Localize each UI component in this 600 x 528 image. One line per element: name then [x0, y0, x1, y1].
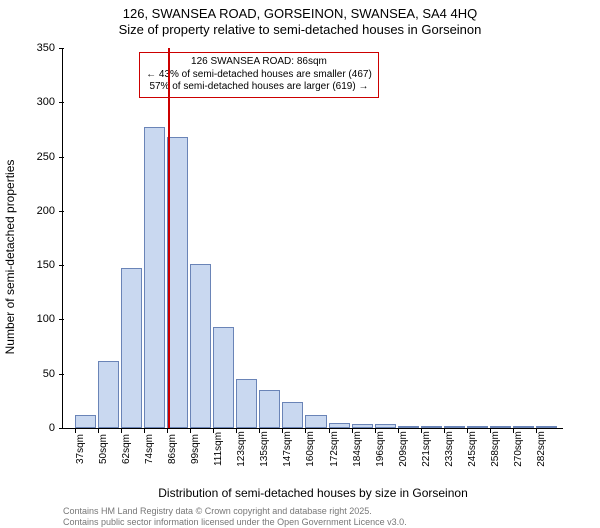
- histogram-bar: [536, 426, 557, 428]
- x-tick: 86sqm: [167, 434, 178, 464]
- histogram-bar: [305, 415, 326, 428]
- y-tick: 200: [17, 205, 55, 217]
- callout-line-2: ← 43% of semi-detached houses are smalle…: [146, 69, 372, 82]
- callout-box: 126 SWANSEA ROAD: 86sqm ← 43% of semi-de…: [139, 52, 379, 98]
- y-tick: 50: [17, 368, 55, 380]
- histogram-bar: [375, 424, 396, 428]
- x-tick: 50sqm: [98, 434, 109, 464]
- callout-line-3: 57% of semi-detached houses are larger (…: [146, 81, 372, 94]
- y-tick: 150: [17, 259, 55, 271]
- histogram-bar: [121, 268, 142, 428]
- chart-container: 126, SWANSEA ROAD, GORSEINON, SWANSEA, S…: [0, 0, 600, 500]
- x-tick: 135sqm: [259, 431, 270, 467]
- x-tick: 172sqm: [329, 431, 340, 467]
- y-axis-label: Number of semi-detached properties: [3, 160, 17, 355]
- histogram-bar: [236, 379, 257, 428]
- histogram-bar: [259, 390, 280, 428]
- title-address: 126, SWANSEA ROAD, GORSEINON, SWANSEA, S…: [0, 6, 600, 22]
- histogram-bar: [329, 423, 350, 428]
- y-tick: 100: [17, 313, 55, 325]
- x-tick: 37sqm: [75, 434, 86, 464]
- chart-title: 126, SWANSEA ROAD, GORSEINON, SWANSEA, S…: [0, 0, 600, 39]
- y-tick: 300: [17, 96, 55, 108]
- histogram-bar: [490, 426, 511, 428]
- x-tick: 245sqm: [467, 431, 478, 467]
- histogram-bar: [167, 137, 188, 428]
- x-tick: 160sqm: [305, 431, 316, 467]
- y-tick: 250: [17, 151, 55, 163]
- x-tick: 99sqm: [190, 434, 201, 464]
- title-subtitle: Size of property relative to semi-detach…: [0, 22, 600, 38]
- histogram-bar: [421, 426, 442, 428]
- x-tick: 282sqm: [536, 431, 547, 467]
- x-tick: 258sqm: [490, 431, 501, 467]
- x-tick: 221sqm: [421, 431, 432, 467]
- x-tick: 209sqm: [398, 431, 409, 467]
- histogram-bar: [144, 127, 165, 428]
- histogram-bar: [75, 415, 96, 428]
- histogram-bar: [467, 426, 488, 428]
- histogram-bar: [213, 327, 234, 428]
- y-tick: 0: [17, 422, 55, 434]
- x-tick: 196sqm: [375, 431, 386, 467]
- histogram-bar: [190, 264, 211, 428]
- x-tick: 62sqm: [121, 434, 132, 464]
- x-tick: 233sqm: [444, 431, 455, 467]
- plot-area: 126 SWANSEA ROAD: 86sqm ← 43% of semi-de…: [62, 48, 563, 429]
- x-tick: 111sqm: [213, 432, 224, 466]
- x-axis-label-text: Distribution of semi-detached houses by …: [63, 486, 563, 500]
- x-tick: 147sqm: [282, 431, 293, 467]
- histogram-bar: [444, 426, 465, 428]
- y-tick: 350: [17, 42, 55, 54]
- histogram-bar: [282, 402, 303, 428]
- callout-line-1: 126 SWANSEA ROAD: 86sqm: [146, 56, 372, 69]
- histogram-bar: [513, 426, 534, 428]
- x-tick: 74sqm: [144, 434, 155, 464]
- histogram-bar: [98, 361, 119, 428]
- reference-line: [168, 48, 170, 428]
- x-tick: 270sqm: [513, 431, 524, 467]
- footer-text: Contains HM Land Registry data © Crown c…: [63, 506, 563, 528]
- histogram-bar: [352, 424, 373, 428]
- x-tick: 184sqm: [352, 431, 363, 467]
- histogram-bar: [398, 426, 419, 428]
- x-tick: 123sqm: [236, 431, 247, 467]
